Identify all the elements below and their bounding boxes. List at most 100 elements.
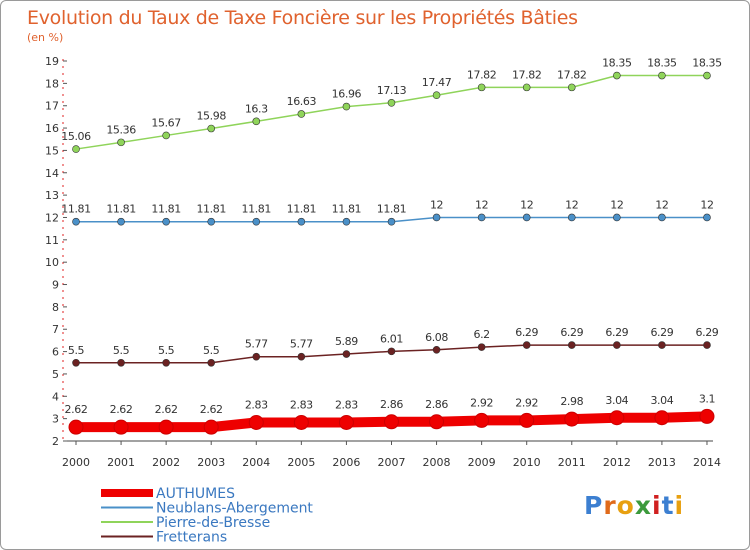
data-point	[703, 213, 711, 222]
y-tick-label: 9	[52, 279, 59, 292]
x-tick-label: 2008	[423, 456, 451, 469]
data-label: 17.82	[467, 68, 497, 81]
data-point	[613, 341, 621, 349]
data-label: 6.29	[515, 326, 538, 339]
data-label: 2.83	[245, 398, 268, 411]
data-label: 11.81	[332, 203, 362, 216]
data-point	[564, 411, 580, 427]
data-label: 11.81	[61, 203, 91, 216]
data-point	[703, 341, 711, 349]
chart-subtitle: (en %)	[27, 31, 64, 44]
series-pierre-de-bresse: 15.06 15.36 15.67 15.98 16.3 16.63 16.96 17.13 1…	[61, 57, 723, 153]
data-label: 5.5	[113, 344, 130, 357]
data-label: 17.82	[512, 68, 542, 81]
data-point	[68, 419, 84, 435]
x-tick-label: 2001	[107, 456, 135, 469]
data-label: 15.36	[106, 123, 136, 136]
x-tick-label: 2011	[558, 456, 586, 469]
logo-letter: P	[584, 491, 604, 520]
data-point	[387, 99, 396, 107]
data-point	[162, 131, 170, 140]
data-point	[609, 410, 625, 426]
x-tick-label: 2014	[693, 456, 721, 469]
y-tick-label: 14	[45, 167, 59, 180]
data-label: 11.81	[151, 203, 181, 216]
data-point	[342, 102, 351, 111]
data-label: 6.01	[380, 332, 403, 345]
data-point	[387, 347, 396, 356]
data-label: 15.06	[61, 130, 91, 143]
data-label: 11.81	[242, 203, 272, 216]
data-point	[72, 145, 80, 153]
data-label: 12	[475, 198, 488, 211]
data-point	[158, 419, 174, 435]
data-point	[613, 71, 621, 80]
legend: AUTHUMESNeublans-AbergementPierre-de-Bre…	[101, 486, 313, 546]
data-point	[699, 408, 715, 424]
data-label: 12	[655, 198, 668, 211]
data-label: 11.81	[287, 203, 317, 216]
data-label: 15.67	[151, 116, 181, 129]
data-point	[297, 217, 306, 226]
logo-letter: x	[634, 491, 652, 520]
data-label: 16.96	[332, 88, 362, 101]
data-point	[658, 71, 666, 80]
data-point	[658, 213, 666, 222]
data-label: 2.62	[200, 403, 223, 416]
y-tick-label: 11	[45, 234, 59, 247]
data-point	[113, 419, 129, 435]
x-tick-label: 2006	[332, 456, 360, 469]
x-tick-label: 2002	[152, 456, 180, 469]
data-point	[72, 358, 80, 367]
y-tick-label: 2	[52, 435, 59, 448]
data-point	[522, 341, 531, 349]
data-point	[654, 410, 670, 426]
x-tick-label: 2007	[377, 456, 405, 469]
data-point	[567, 341, 576, 349]
data-point	[567, 213, 576, 222]
data-label: 2.98	[560, 395, 583, 408]
data-label: 18.35	[602, 57, 632, 70]
data-label: 2.62	[65, 403, 88, 416]
data-label: 2.92	[515, 396, 538, 409]
data-point	[207, 124, 216, 133]
data-label: 2.62	[155, 403, 178, 416]
axes: 2 3 4 5 6 7 8 9 10 11 12 13 14 15 16 17 18 19 2000 2001 2002…	[45, 55, 721, 469]
data-label: 5.77	[245, 338, 268, 351]
data-label: 17.13	[377, 84, 407, 97]
data-point	[117, 217, 125, 226]
y-tick-label: 15	[45, 144, 59, 157]
data-point	[387, 217, 396, 226]
data-label: 12	[565, 198, 578, 211]
data-point	[162, 358, 170, 367]
x-tick-label: 2004	[242, 456, 270, 469]
data-label: 17.82	[557, 68, 587, 81]
data-point	[474, 412, 490, 428]
data-label: 11.81	[377, 203, 407, 216]
data-point	[342, 217, 351, 226]
legend-label: Neublans-Abergement	[156, 501, 313, 517]
y-tick-label: 16	[45, 122, 59, 135]
data-label: 3.04	[605, 394, 628, 407]
data-label: 11.81	[196, 203, 226, 216]
data-point	[203, 419, 219, 435]
data-label: 5.77	[290, 338, 313, 351]
y-tick-label: 4	[52, 390, 59, 403]
y-tick-label: 13	[45, 189, 59, 202]
data-label: 12	[430, 198, 443, 211]
y-tick-label: 5	[52, 368, 59, 381]
data-point	[252, 352, 261, 361]
data-label: 12	[700, 198, 713, 211]
data-point	[252, 217, 261, 226]
y-tick-label: 10	[45, 256, 59, 269]
data-label: 2.92	[470, 396, 493, 409]
data-label: 11.81	[106, 203, 136, 216]
data-point	[429, 414, 445, 430]
series-fretterans: 5.5 5.5 5.5 5.5 5.77 5.77 5.89 6.01 6.08 6.2 6.29 6…	[68, 326, 719, 367]
data-label: 6.29	[560, 326, 583, 339]
data-point	[297, 110, 306, 118]
data-label: 5.5	[203, 344, 220, 357]
x-tick-label: 2010	[513, 456, 541, 469]
data-label: 5.89	[335, 335, 358, 348]
